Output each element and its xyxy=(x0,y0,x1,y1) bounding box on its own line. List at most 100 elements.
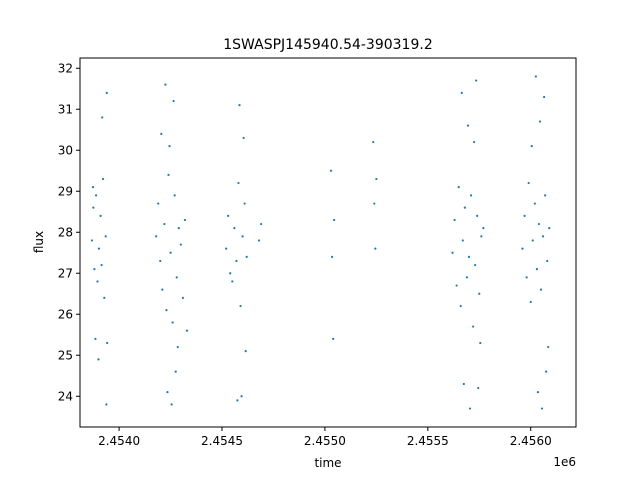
data-point xyxy=(237,181,240,185)
data-point xyxy=(235,259,238,263)
data-point xyxy=(529,300,532,304)
data-point xyxy=(460,91,463,94)
data-point xyxy=(476,214,479,217)
data-point xyxy=(245,255,248,258)
data-point xyxy=(159,259,162,263)
data-point xyxy=(373,202,376,205)
data-point xyxy=(534,75,537,78)
data-point xyxy=(243,202,246,205)
data-point xyxy=(169,251,172,254)
data-point xyxy=(333,218,336,222)
data-point xyxy=(478,292,481,295)
data-point xyxy=(543,95,546,99)
data-point xyxy=(164,83,167,86)
data-point xyxy=(172,99,175,103)
data-point xyxy=(231,280,234,283)
y-tick-label: 31 xyxy=(58,102,73,116)
data-point xyxy=(474,263,477,267)
data-point xyxy=(547,345,550,349)
data-point xyxy=(183,218,187,222)
data-point xyxy=(166,391,169,394)
data-point xyxy=(531,239,534,242)
plot-frame xyxy=(79,57,577,428)
data-point xyxy=(176,345,179,349)
data-point xyxy=(537,222,541,226)
x-axis-ticks: 2.4540 2.4545 2.4550 2.4555 2.4560 xyxy=(98,427,552,448)
data-point xyxy=(175,276,178,279)
data-point xyxy=(97,247,101,250)
y-tick-label: 32 xyxy=(58,61,73,75)
data-point xyxy=(459,304,462,308)
data-point xyxy=(477,386,480,390)
data-point xyxy=(469,194,473,197)
data-point xyxy=(257,239,261,242)
data-point xyxy=(100,263,103,267)
data-point xyxy=(473,140,476,144)
data-point xyxy=(103,296,106,299)
data-point xyxy=(521,247,524,250)
data-point xyxy=(170,403,173,406)
chart-title: 1SWASPJ145940.54-390319.2 xyxy=(223,37,432,53)
data-point xyxy=(332,337,335,340)
data-point xyxy=(236,399,239,402)
y-axis-ticks: 24 25 26 27 28 29 30 31 32 xyxy=(58,61,80,403)
data-point xyxy=(155,235,158,238)
data-point xyxy=(461,239,464,242)
data-point xyxy=(173,194,176,197)
data-point xyxy=(374,247,377,250)
data-point xyxy=(533,202,536,205)
data-point xyxy=(465,276,469,279)
data-point xyxy=(174,370,177,373)
data-point xyxy=(525,276,528,279)
x-tick-label: 2.4545 xyxy=(201,434,243,448)
data-point xyxy=(96,280,99,283)
data-point xyxy=(372,140,375,144)
data-point xyxy=(168,145,171,148)
y-tick-label: 30 xyxy=(58,143,73,157)
data-point xyxy=(472,325,475,328)
data-point xyxy=(104,235,107,238)
data-point xyxy=(99,214,102,217)
data-point xyxy=(97,358,100,361)
data-point xyxy=(530,145,533,148)
data-point xyxy=(157,202,160,205)
y-tick-label: 27 xyxy=(58,266,73,280)
data-point xyxy=(536,391,540,394)
x-tick-label: 2.4560 xyxy=(510,434,552,448)
data-point xyxy=(160,132,163,135)
data-point xyxy=(241,235,244,238)
y-tick-label: 28 xyxy=(58,225,73,239)
data-point xyxy=(167,173,170,176)
data-point xyxy=(540,407,544,410)
data-point xyxy=(527,181,530,185)
data-point xyxy=(475,79,478,82)
data-point xyxy=(244,350,247,353)
data-point xyxy=(90,239,94,242)
x-axis-offset-label: 1e6 xyxy=(553,455,576,469)
data-point xyxy=(181,296,184,299)
data-point xyxy=(538,120,542,123)
x-tick-label: 2.4550 xyxy=(304,434,346,448)
x-tick-label: 2.4555 xyxy=(407,434,449,448)
data-point xyxy=(468,407,472,410)
data-point xyxy=(94,337,97,340)
y-tick-label: 24 xyxy=(58,389,73,403)
data-point xyxy=(161,288,164,291)
data-point xyxy=(535,268,539,271)
data-point xyxy=(242,136,245,140)
data-point xyxy=(260,222,263,226)
data-point xyxy=(546,259,549,263)
data-point xyxy=(227,214,230,217)
data-point xyxy=(165,309,168,312)
data-point xyxy=(238,104,241,107)
data-point xyxy=(233,227,236,230)
data-point xyxy=(239,304,242,308)
data-point xyxy=(548,227,551,230)
x-axis-label: time xyxy=(314,456,341,470)
y-tick-label: 29 xyxy=(58,184,73,198)
data-point xyxy=(331,255,334,258)
data-point xyxy=(94,194,98,197)
data-point xyxy=(480,235,483,238)
